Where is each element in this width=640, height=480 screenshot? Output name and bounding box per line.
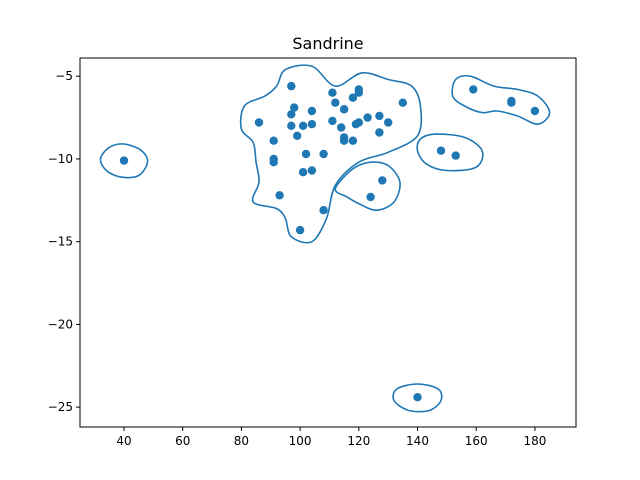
scatter-point [451, 151, 460, 160]
scatter-point [269, 136, 278, 145]
scatter-point [328, 88, 337, 97]
scatter-point [339, 136, 349, 145]
contour-line-4 [99, 143, 149, 179]
x-axis-ticks: 40 60 80 100 120 140 160 180 [116, 427, 546, 448]
scatter-point [354, 85, 363, 94]
x-tick-label: 40 [116, 434, 131, 448]
scatter-point [384, 118, 393, 127]
x-tick-label: 60 [175, 434, 190, 448]
scatter-point [331, 98, 340, 107]
scatter-point [436, 146, 446, 155]
contour-line-2 [451, 74, 551, 126]
scatter-point [287, 110, 296, 119]
scatter-point [337, 123, 346, 132]
chart-title: Sandrine [292, 34, 363, 53]
contour-line-0 [239, 64, 423, 244]
x-tick-label: 160 [465, 434, 488, 448]
scatter-point [307, 106, 317, 116]
scatter-points [119, 81, 540, 402]
scatter-point [295, 225, 305, 235]
y-tick-label: −25 [48, 400, 73, 414]
scatter-point [339, 105, 349, 114]
scatter-point [307, 166, 317, 175]
contour-line-3 [416, 133, 484, 172]
contour-line-5 [392, 383, 443, 413]
scatter-point [413, 393, 422, 402]
scatter-point [287, 121, 296, 130]
scatter-point [287, 81, 296, 91]
x-tick-label: 80 [234, 434, 249, 448]
y-tick-label: −15 [48, 235, 73, 249]
density-contours [99, 64, 551, 413]
scatter-point [298, 168, 308, 177]
scatter-point [298, 121, 308, 130]
scatter-point [366, 192, 375, 202]
x-tick-label: 100 [289, 434, 312, 448]
scatter-point [275, 191, 284, 200]
x-tick-label: 140 [406, 434, 429, 448]
scatter-point [290, 103, 299, 112]
scatter-point [319, 206, 328, 215]
plot-frame [79, 57, 577, 428]
scatter-point [507, 98, 516, 107]
scatter-point [375, 128, 384, 137]
contour-line-1 [334, 161, 401, 211]
scatter-point [469, 85, 478, 94]
y-tick-label: −5 [55, 69, 73, 83]
scatter-point [293, 131, 302, 140]
scatter-point [319, 149, 328, 159]
scatter-point [530, 106, 540, 116]
y-tick-label: −20 [48, 317, 73, 331]
scatter-point [328, 116, 337, 126]
scatter-point [301, 149, 311, 159]
scatter-point [348, 136, 358, 145]
scatter-point [378, 176, 387, 185]
x-tick-label: 180 [523, 434, 546, 448]
scatter-point [119, 156, 129, 165]
scatter-point [269, 154, 278, 164]
scatter-point [307, 120, 317, 129]
scatter-point [363, 113, 372, 122]
y-axis-ticks: −5 −10 −15 −20 −25 [48, 69, 80, 414]
scatter-point [254, 118, 264, 127]
scatter-point [375, 111, 384, 121]
y-tick-label: −10 [48, 152, 73, 166]
x-tick-label: 120 [347, 434, 370, 448]
scatter-point [354, 118, 363, 127]
scatter-point [398, 98, 407, 107]
scatter-point [348, 93, 358, 102]
